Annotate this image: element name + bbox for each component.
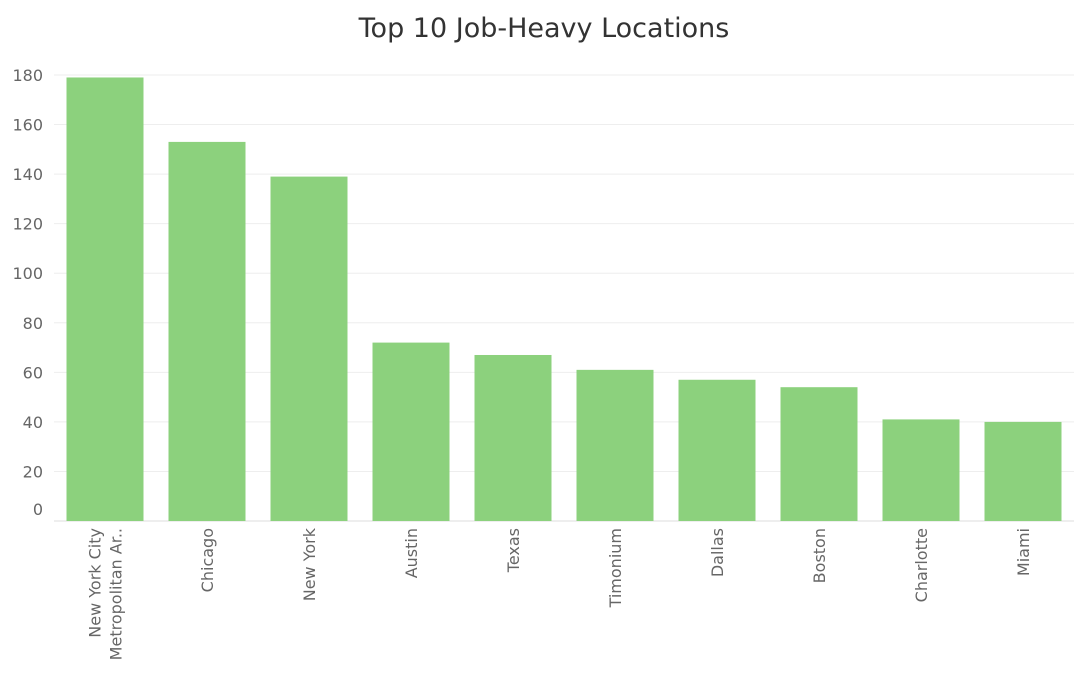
bar <box>168 141 246 521</box>
bar <box>66 77 144 521</box>
bar <box>882 419 960 521</box>
x-tick-label: Dallas <box>708 528 727 577</box>
bar <box>678 379 756 521</box>
chart-title: Top 10 Job-Heavy Locations <box>358 13 730 44</box>
y-tick-label: 140 <box>12 165 43 184</box>
bar <box>984 421 1062 521</box>
y-tick-label: 160 <box>12 116 43 135</box>
x-tick-label: Austin <box>402 528 421 578</box>
bar <box>372 342 450 521</box>
x-tick-label: Charlotte <box>912 528 931 602</box>
y-tick-label: 120 <box>12 215 43 234</box>
x-tick-label: New York <box>300 527 319 601</box>
bars <box>66 77 1062 522</box>
y-tick-label: 100 <box>12 264 43 283</box>
bar <box>474 354 552 521</box>
bar <box>576 369 654 521</box>
x-tick-label: New York City Metropolitan Ar.. <box>86 528 126 660</box>
x-axis-labels: New York City Metropolitan Ar.. Chicago New… <box>86 527 1034 660</box>
x-tick-label: Miami <box>1014 528 1033 576</box>
y-tick-label: 40 <box>23 413 43 432</box>
y-axis-ticks: 0 20 40 60 80 100 120 140 160 180 <box>12 66 43 519</box>
y-tick-label: 0 <box>33 500 43 519</box>
y-tick-label: 180 <box>12 66 43 85</box>
y-tick-label: 80 <box>23 314 43 333</box>
x-tick-label: Texas <box>504 528 523 573</box>
bar <box>780 387 858 521</box>
bar <box>270 176 348 522</box>
x-tick-label: Timonium <box>606 528 625 608</box>
x-tick-label: Chicago <box>198 528 217 592</box>
x-tick-label: Boston <box>810 528 829 583</box>
y-tick-label: 20 <box>23 462 43 481</box>
y-tick-label: 60 <box>23 363 43 382</box>
